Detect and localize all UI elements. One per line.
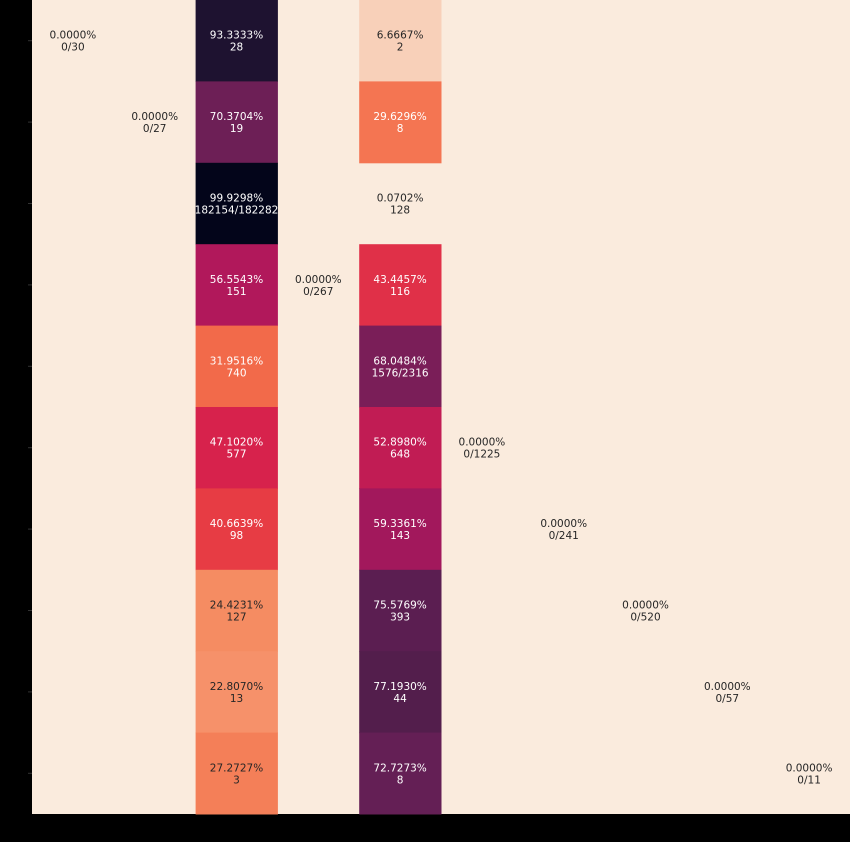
heatmap-cell (359, 325, 442, 408)
cell-count-label: 19 (230, 123, 243, 135)
cell-count-label: 0/27 (143, 123, 167, 135)
heatmap-cell (359, 407, 442, 489)
heatmap-cell (195, 407, 278, 489)
cell-count-label: 13 (230, 693, 243, 705)
cell-count-label: 0/267 (303, 286, 333, 298)
cell-percent-label: 0.0000% (459, 437, 506, 449)
heatmap-cell (359, 651, 442, 734)
cell-count-label: 0/520 (630, 612, 660, 624)
cell-percent-label: 72.7273% (373, 762, 426, 774)
cell-percent-label: 0.0000% (786, 762, 833, 774)
cell-count-label: 0/1225 (463, 449, 500, 461)
cell-percent-label: 31.9516% (210, 355, 263, 367)
heatmap-cell (195, 732, 278, 815)
heatmap-cell (359, 488, 442, 571)
heatmap-cell (195, 162, 278, 245)
cell-count-label: 116 (390, 286, 410, 298)
cell-percent-label: 0.0000% (540, 518, 587, 530)
heatmap-cell (195, 81, 278, 164)
cell-count-label: 1576/2316 (372, 367, 429, 379)
heatmap-cell (195, 488, 278, 571)
cell-percent-label: 70.3704% (210, 111, 263, 123)
cell-percent-label: 6.6667% (377, 30, 424, 42)
cell-percent-label: 43.4457% (373, 274, 426, 286)
cell-count-label: 127 (226, 612, 246, 624)
cell-count-label: 0/11 (797, 774, 821, 786)
cell-count-label: 3 (233, 774, 240, 786)
cell-percent-label: 75.5769% (373, 600, 426, 612)
heatmap-cell (195, 325, 278, 408)
cell-percent-label: 77.1930% (373, 681, 426, 693)
cell-percent-label: 52.8980% (373, 437, 426, 449)
cell-percent-label: 0.0000% (131, 111, 178, 123)
cell-count-label: 0/241 (549, 530, 579, 542)
heatmap-cell-labels: 0.0000%0/3093.3333%286.6667%20.0000%0/27… (50, 30, 833, 787)
cell-percent-label: 29.6296% (373, 111, 426, 123)
cell-count-label: 44 (393, 693, 407, 705)
cell-percent-label: 99.9298% (210, 193, 263, 205)
cell-count-label: 2 (397, 42, 404, 54)
cell-percent-label: 40.6639% (210, 518, 263, 530)
heatmap-cell (359, 244, 442, 327)
heatmap-cell (359, 81, 442, 164)
cell-percent-label: 22.8070% (210, 681, 263, 693)
heatmap-cell (359, 732, 442, 815)
heatmap-cells (195, 0, 442, 815)
cell-count-label: 151 (226, 286, 246, 298)
heatmap-cell (195, 0, 278, 82)
cell-count-label: 98 (230, 530, 243, 542)
heatmap-cell (359, 0, 442, 82)
cell-percent-label: 68.0484% (373, 355, 426, 367)
cell-count-label: 28 (230, 42, 243, 54)
cell-percent-label: 59.3361% (373, 518, 426, 530)
heatmap-cell (195, 651, 278, 734)
cell-count-label: 0/57 (716, 693, 740, 705)
cell-count-label: 577 (226, 449, 246, 461)
cell-count-label: 740 (226, 367, 246, 379)
cell-percent-label: 0.0000% (50, 30, 97, 42)
cell-percent-label: 93.3333% (210, 30, 263, 42)
cell-count-label: 128 (390, 205, 410, 217)
heatmap-cell (195, 244, 278, 327)
cell-count-label: 8 (397, 123, 404, 135)
heatmap-cell (195, 569, 278, 652)
heatmap-cell (359, 569, 442, 652)
cell-percent-label: 0.0000% (295, 274, 342, 286)
cell-percent-label: 0.0000% (622, 600, 669, 612)
cell-percent-label: 56.5543% (210, 274, 263, 286)
cell-count-label: 182154/182282 (195, 205, 279, 217)
y-axis-ticks (28, 40, 32, 774)
cell-percent-label: 24.4231% (210, 600, 263, 612)
cell-percent-label: 0.0702% (377, 193, 424, 205)
cell-count-label: 143 (390, 530, 410, 542)
cell-percent-label: 27.2727% (210, 762, 263, 774)
cell-percent-label: 0.0000% (704, 681, 751, 693)
cell-percent-label: 47.1020% (210, 437, 263, 449)
cell-count-label: 648 (390, 449, 410, 461)
cell-count-label: 8 (397, 774, 404, 786)
cell-count-label: 0/30 (61, 42, 85, 54)
cell-count-label: 393 (390, 612, 410, 624)
